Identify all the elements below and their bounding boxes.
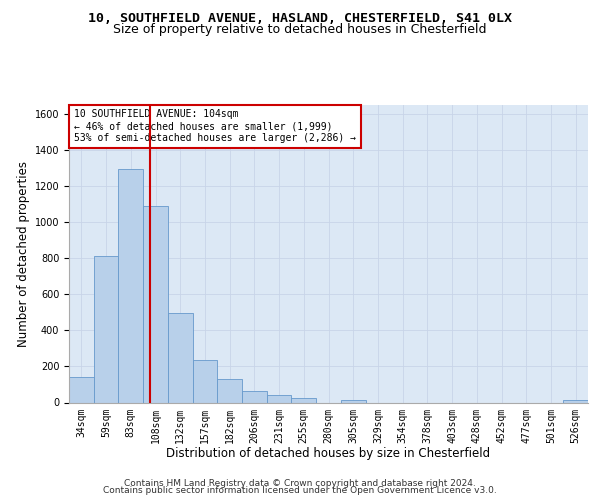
Y-axis label: Number of detached properties: Number of detached properties: [17, 161, 31, 347]
Text: Contains public sector information licensed under the Open Government Licence v3: Contains public sector information licen…: [103, 486, 497, 495]
Text: Size of property relative to detached houses in Chesterfield: Size of property relative to detached ho…: [113, 22, 487, 36]
Text: 10, SOUTHFIELD AVENUE, HASLAND, CHESTERFIELD, S41 0LX: 10, SOUTHFIELD AVENUE, HASLAND, CHESTERF…: [88, 12, 512, 26]
Bar: [118, 169, 143, 402]
Text: Contains HM Land Registry data © Crown copyright and database right 2024.: Contains HM Land Registry data © Crown c…: [124, 478, 476, 488]
X-axis label: Distribution of detached houses by size in Chesterfield: Distribution of detached houses by size …: [166, 447, 491, 460]
Bar: [563, 400, 588, 402]
Bar: [341, 400, 365, 402]
Bar: [193, 360, 217, 403]
Bar: [267, 396, 292, 402]
Text: 10 SOUTHFIELD AVENUE: 104sqm
← 46% of detached houses are smaller (1,999)
53% of: 10 SOUTHFIELD AVENUE: 104sqm ← 46% of de…: [74, 110, 356, 142]
Bar: [242, 391, 267, 402]
Bar: [94, 256, 118, 402]
Bar: [292, 398, 316, 402]
Bar: [168, 313, 193, 402]
Bar: [69, 378, 94, 402]
Bar: [143, 206, 168, 402]
Bar: [217, 379, 242, 402]
